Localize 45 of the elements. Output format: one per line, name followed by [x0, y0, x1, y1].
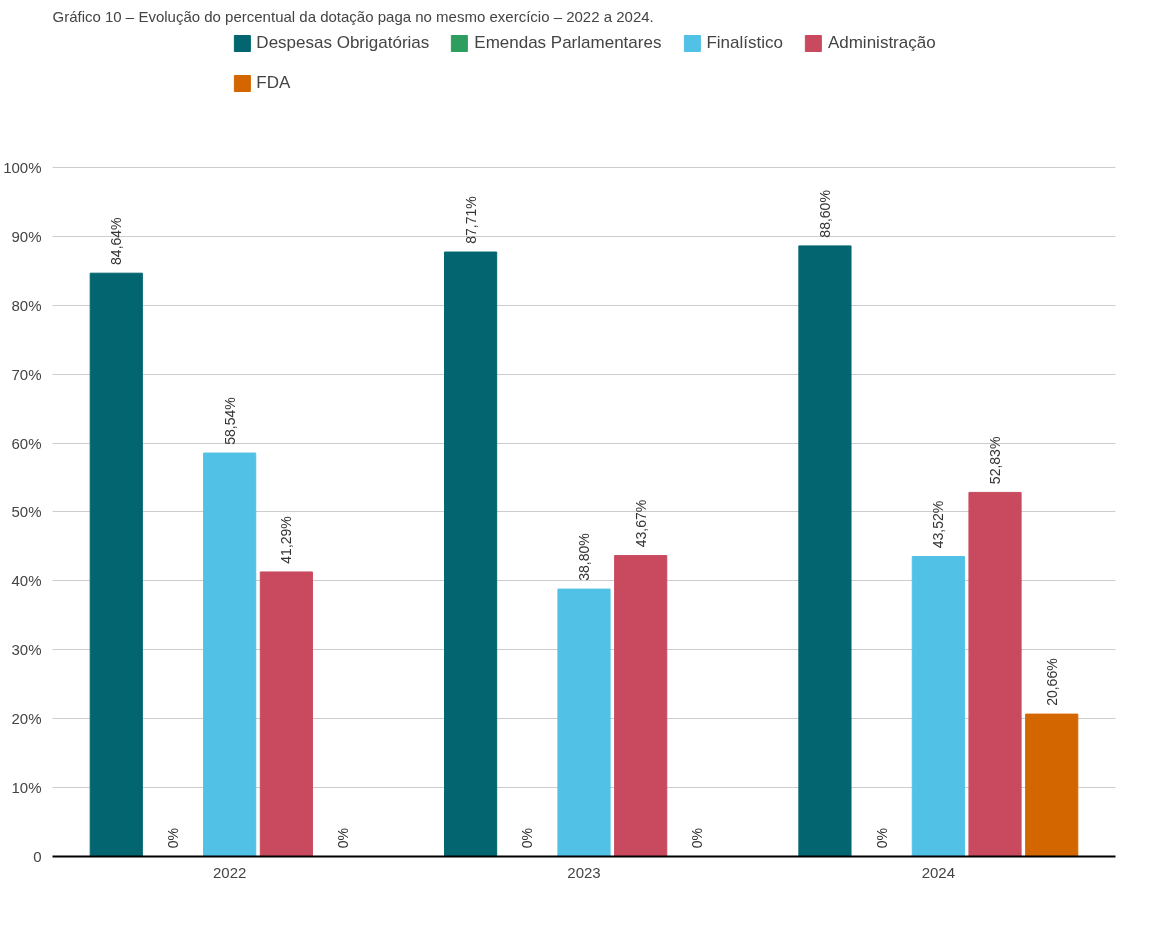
data-label: 0% — [873, 828, 890, 849]
bar — [259, 571, 313, 857]
legend-label: Finalístico — [706, 33, 783, 53]
bar — [614, 555, 668, 857]
y-tick-label: 20% — [11, 710, 42, 728]
data-label: 0% — [519, 828, 536, 849]
data-label: 43,52% — [930, 500, 947, 549]
bar — [444, 251, 498, 857]
y-tick-label: 30% — [11, 641, 42, 659]
bar — [968, 491, 1022, 857]
chart-title: Gráfico 10 – Evolução do percentual da dotação paga no mesmo exercício – 2022 a 2024. — [52, 7, 654, 25]
y-tick-label: 60% — [11, 434, 42, 452]
data-label: 84,64% — [108, 217, 125, 265]
legend-label: Despesas Obrigatórias — [256, 33, 430, 53]
bar — [798, 245, 852, 857]
x-tick-label: 2022 — [212, 863, 247, 881]
bar — [557, 588, 611, 857]
y-tick-label: 80% — [11, 296, 42, 314]
bar — [1025, 713, 1079, 857]
data-label: 87,71% — [462, 196, 479, 244]
data-label: 43,67% — [632, 499, 649, 548]
data-label: 88,60% — [816, 190, 833, 238]
data-label: 52,83% — [987, 436, 1004, 485]
legend-label: Administração — [827, 33, 936, 53]
legend-label: FDA — [256, 73, 291, 93]
legend-label: Emendas Parlamentares — [474, 33, 662, 53]
data-label: 38,80% — [576, 533, 592, 581]
bar — [203, 452, 257, 857]
data-label: 0% — [335, 828, 352, 849]
y-tick-label: 70% — [11, 365, 42, 383]
y-tick-label: 0 — [33, 848, 42, 865]
x-tick-label: 2024 — [921, 863, 956, 881]
data-label: 0% — [164, 828, 181, 849]
x-tick-label: 2023 — [567, 863, 601, 881]
data-label: 58,54% — [221, 397, 238, 445]
y-tick-label: 10% — [11, 779, 42, 797]
data-label: 0% — [689, 828, 706, 849]
data-label: 41,29% — [278, 516, 295, 564]
y-tick-label: 40% — [11, 572, 42, 590]
bar — [89, 272, 143, 857]
data-label: 20,66% — [1043, 658, 1060, 706]
y-tick-label: 50% — [11, 503, 42, 521]
bar — [911, 556, 965, 857]
y-tick-label: 100% — [3, 158, 42, 176]
y-tick-label: 90% — [11, 227, 42, 245]
